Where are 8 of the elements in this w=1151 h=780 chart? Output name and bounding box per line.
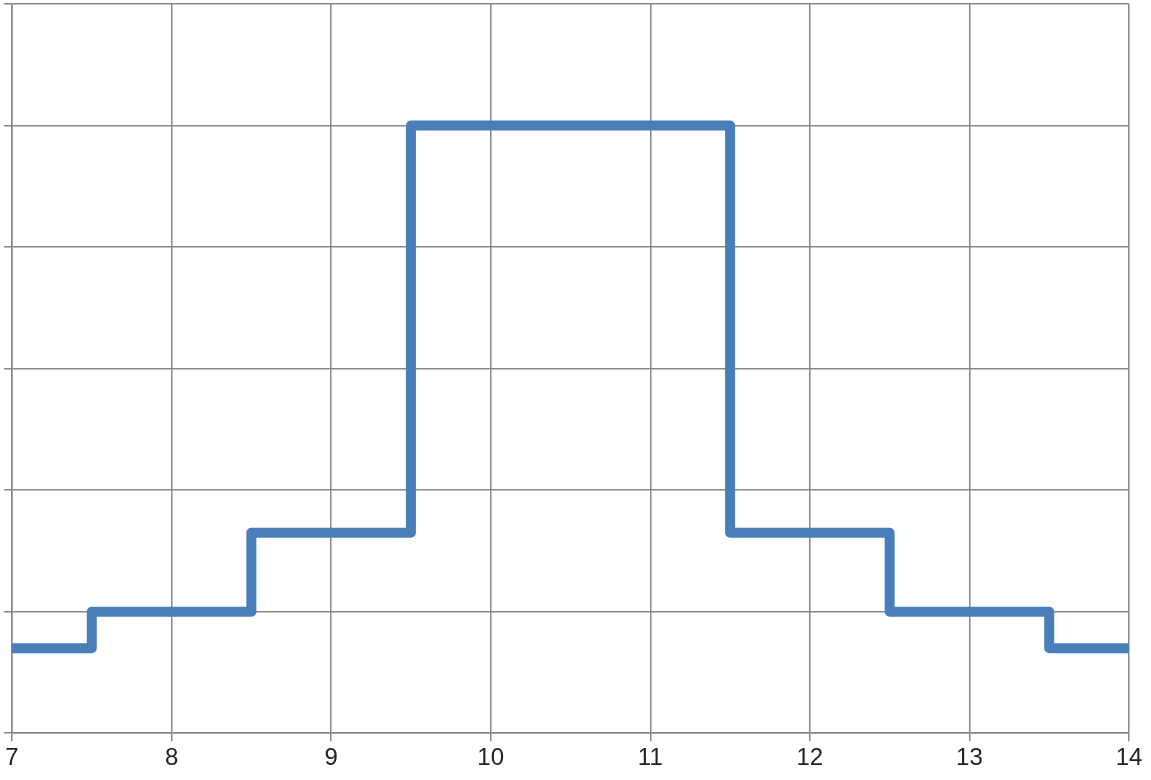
x-tick-label: 10	[477, 743, 505, 771]
x-tick-label: 7	[5, 743, 19, 771]
x-tick-label: 8	[164, 743, 179, 771]
x-tick-label: 12	[796, 743, 824, 771]
x-tick-label: 9	[324, 743, 338, 771]
x-tick-label: 13	[956, 743, 983, 771]
x-tick-label: 14	[1115, 743, 1143, 771]
x-tick-label: 11	[637, 743, 663, 771]
